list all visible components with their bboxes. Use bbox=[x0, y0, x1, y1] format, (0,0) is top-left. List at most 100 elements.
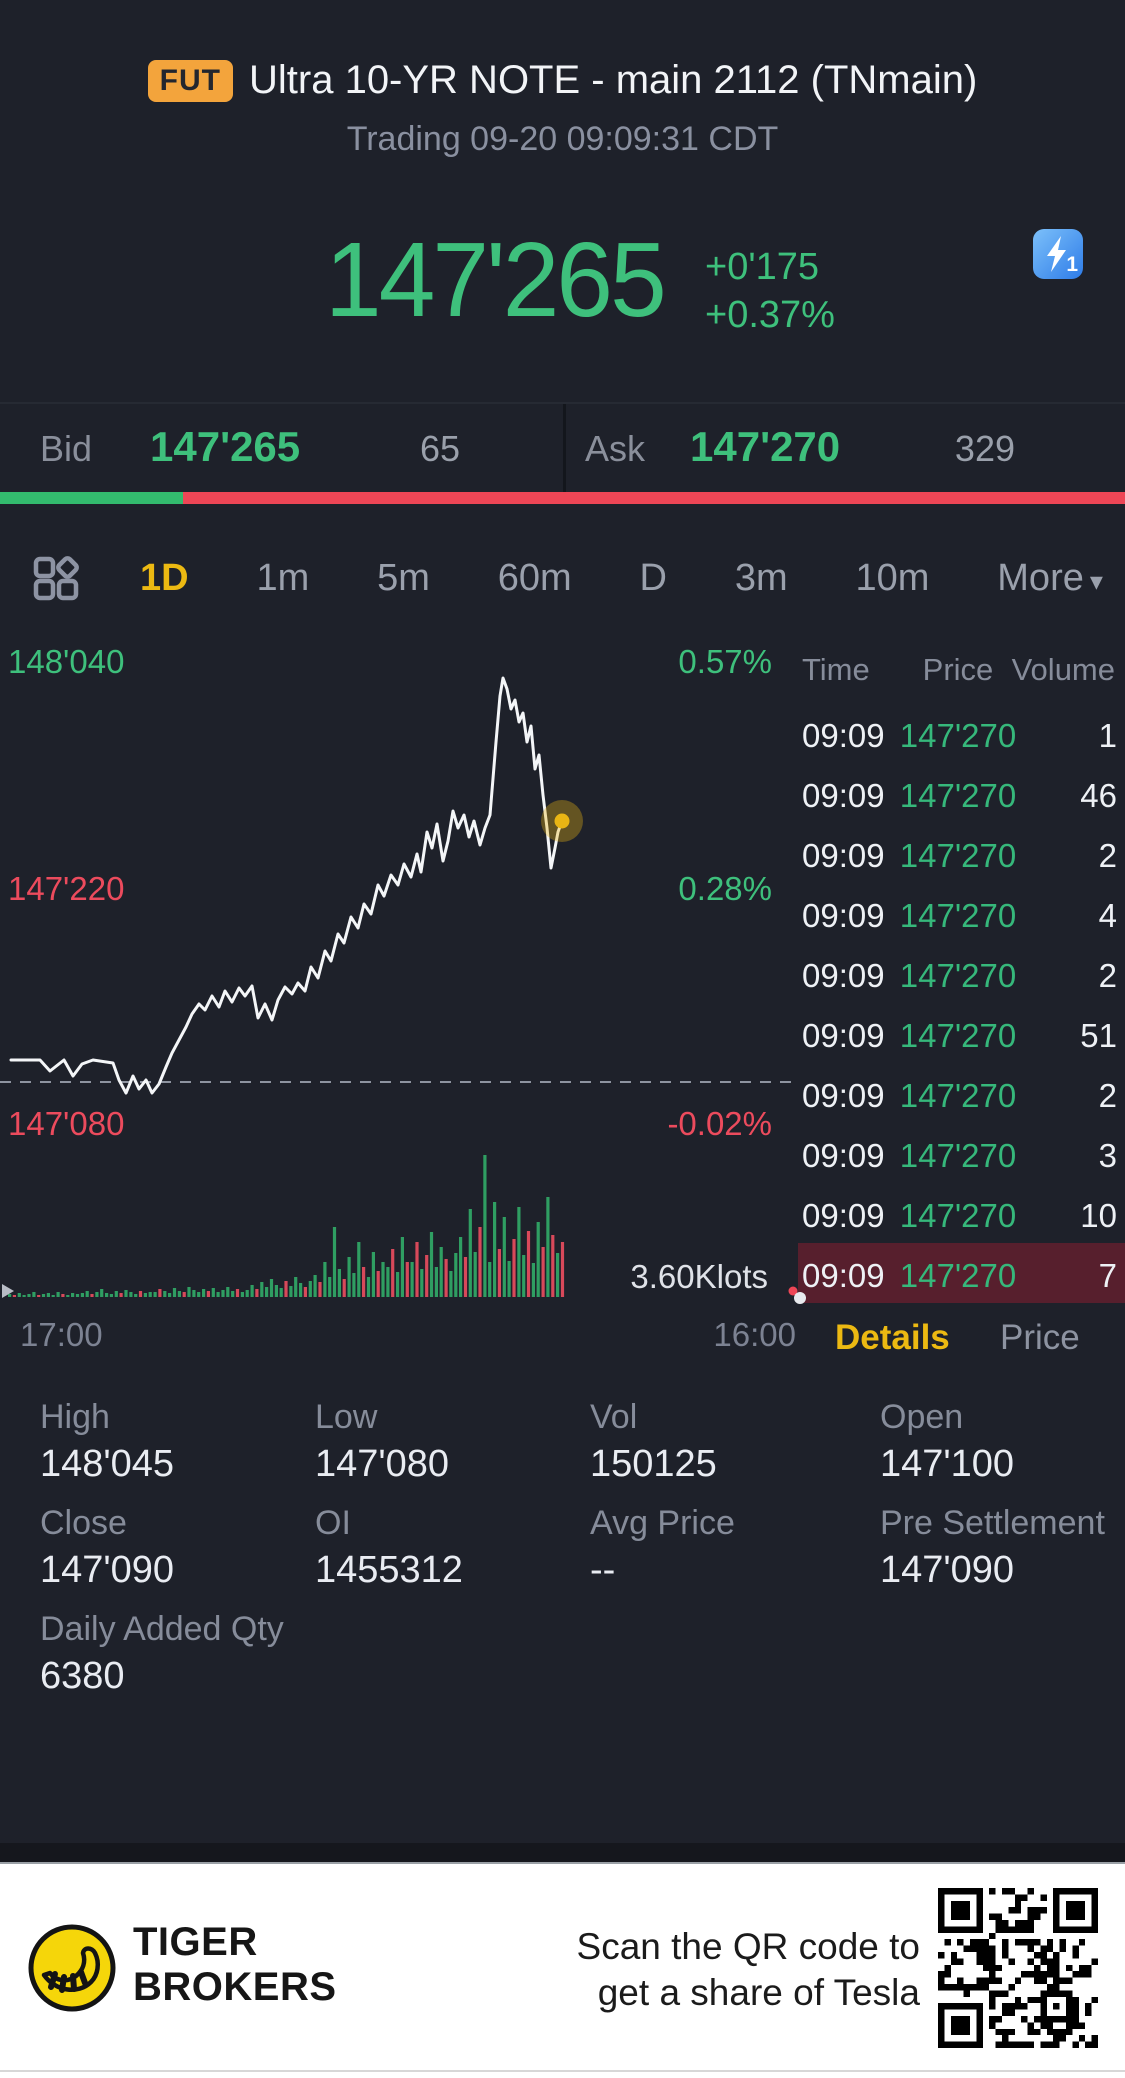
qr-caption-line2: get a share of Tesla bbox=[597, 1972, 920, 2013]
trade-time: 09:09 bbox=[802, 1017, 885, 1054]
trade-price: 147'270 bbox=[899, 717, 1017, 754]
bid-ratio-segment bbox=[0, 492, 183, 504]
price-change-percent: +0.37% bbox=[705, 294, 835, 336]
tab-d[interactable]: D bbox=[639, 556, 667, 599]
stat-value: 147'100 bbox=[880, 1443, 1015, 1485]
stat-value: 147'080 bbox=[315, 1443, 450, 1485]
ask-label: Ask bbox=[585, 428, 646, 469]
trade-volume: 4 bbox=[1098, 897, 1117, 934]
trade-row: 09:09 147'270 51 bbox=[798, 1003, 1125, 1063]
tab-price[interactable]: Price bbox=[1000, 1318, 1080, 1357]
tiger-brokers-logo bbox=[28, 1924, 116, 2012]
timeframe-tabs: 1D 1m 5m 60m D 3m 10m More ▾ bbox=[140, 543, 1103, 613]
trade-price: 147'270 bbox=[899, 777, 1017, 814]
instrument-title: Ultra 10-YR NOTE - main 2112 (TNmain) bbox=[249, 58, 978, 102]
stat-label: Vol bbox=[590, 1398, 638, 1436]
trade-row: 09:09 147'270 2 bbox=[798, 823, 1125, 883]
trade-price: 147'270 bbox=[899, 1257, 1017, 1294]
stat-low: Low 147'080 bbox=[315, 1395, 590, 1501]
stat-label: Close bbox=[40, 1504, 127, 1542]
stat-vol: Vol 150125 bbox=[590, 1395, 880, 1501]
stat-avg-price: Avg Price -- bbox=[590, 1501, 880, 1607]
chart-mid-percent-label: 0.28% bbox=[678, 870, 772, 907]
trade-time: 09:09 bbox=[802, 717, 885, 754]
trade-time: 09:09 bbox=[802, 957, 885, 994]
tab-1d[interactable]: 1D bbox=[140, 556, 189, 599]
trade-volume: 10 bbox=[1080, 1197, 1117, 1234]
chart-layout-icon[interactable] bbox=[33, 555, 79, 601]
bid-label: Bid bbox=[40, 428, 93, 469]
stat-value: 147'090 bbox=[880, 1549, 1015, 1591]
header: FUT Ultra 10-YR NOTE - main 2112 (TNmain… bbox=[0, 58, 1125, 103]
trade-price: 147'270 bbox=[899, 1017, 1017, 1054]
tab-3m[interactable]: 3m bbox=[734, 556, 788, 599]
stat-value: 148'045 bbox=[40, 1443, 175, 1485]
tab-60m[interactable]: 60m bbox=[497, 556, 572, 599]
stat-value: 1455312 bbox=[315, 1549, 463, 1591]
tab-1m[interactable]: 1m bbox=[256, 556, 310, 599]
tab-more[interactable]: More ▾ bbox=[997, 556, 1103, 599]
stat-oi: OI 1455312 bbox=[315, 1501, 590, 1607]
divider bbox=[0, 1862, 1125, 1864]
trade-row: 09:09 147'270 4 bbox=[798, 883, 1125, 943]
time-and-sales-panel: Time Price Volume 09:09 147'270 1 09:09 147'… bbox=[794, 630, 1125, 1365]
divider bbox=[563, 404, 566, 492]
tab-10m[interactable]: 10m bbox=[855, 556, 930, 599]
tape-col-price: Price bbox=[922, 652, 994, 687]
trade-volume: 3 bbox=[1098, 1137, 1117, 1174]
chart-low-percent-label: -0.02% bbox=[667, 1105, 772, 1142]
bid-size: 65 bbox=[419, 428, 460, 469]
stat-label: OI bbox=[315, 1504, 351, 1542]
trade-price: 147'270 bbox=[899, 897, 1017, 934]
stat-value: 150125 bbox=[590, 1443, 717, 1485]
stat-close: Close 147'090 bbox=[40, 1501, 315, 1607]
chart-mid-price-label: 147'220 bbox=[8, 870, 125, 907]
trade-price: 147'270 bbox=[899, 1197, 1017, 1234]
trade-volume: 46 bbox=[1080, 777, 1117, 814]
timeframe-toolbar: 1D 1m 5m 60m D 3m 10m More ▾ bbox=[0, 543, 1125, 613]
bottom-bar bbox=[0, 1843, 1125, 1862]
chart-high-percent-label: 0.57% bbox=[678, 643, 772, 680]
stat-high: High 148'045 bbox=[40, 1395, 315, 1501]
instrument-type-badge: FUT bbox=[147, 59, 233, 102]
stat-pre-settlement: Pre Settlement 147'090 bbox=[880, 1501, 1125, 1607]
trade-row: 09:09 147'270 3 bbox=[798, 1123, 1125, 1183]
stat-label: Daily Added Qty bbox=[40, 1610, 284, 1648]
stat-label: Pre Settlement bbox=[880, 1504, 1105, 1542]
flash-order-button[interactable]: 1 bbox=[1033, 229, 1083, 279]
baseline-marker-icon bbox=[2, 1284, 14, 1298]
divider bbox=[0, 402, 1125, 404]
flash-badge-count: 1 bbox=[1066, 253, 1078, 276]
trade-time: 09:09 bbox=[802, 1257, 885, 1294]
trade-row: 09:09 147'270 2 bbox=[798, 1063, 1125, 1123]
trade-volume: 2 bbox=[1098, 1077, 1117, 1114]
stat-value: 147'090 bbox=[40, 1549, 175, 1591]
tab-5m[interactable]: 5m bbox=[377, 556, 430, 599]
volume-scale-label: 3.60Klots bbox=[630, 1258, 768, 1295]
trade-time: 09:09 bbox=[802, 837, 885, 874]
trade-volume: 1 bbox=[1098, 717, 1117, 754]
trade-volume: 2 bbox=[1098, 837, 1117, 874]
stat-label: Open bbox=[880, 1398, 964, 1436]
brand-line1: TIGER bbox=[133, 1920, 258, 1964]
divider bbox=[0, 2070, 1125, 2072]
brand-wordmark: TIGER BROKERS bbox=[133, 1920, 337, 2010]
bid-ask-ratio-bar bbox=[0, 492, 1125, 504]
chart-high-price-label: 148'040 bbox=[8, 643, 125, 680]
qr-caption-line1: Scan the QR code to bbox=[576, 1926, 920, 1967]
price-chart[interactable]: 148'040 0.57% 147'220 0.28% 147'080 -0.0… bbox=[0, 630, 800, 1365]
instrument-stats: High 148'045 Low 147'080 Vol 150125 Open 147'10… bbox=[0, 1395, 1125, 1713]
x-axis-start-label: 17:00 bbox=[20, 1316, 103, 1353]
tape-col-time: Time bbox=[802, 652, 870, 687]
chevron-down-icon: ▾ bbox=[1089, 565, 1103, 596]
trade-row: 09:09 147'270 7 bbox=[798, 1243, 1125, 1303]
tab-details[interactable]: Details bbox=[835, 1318, 950, 1357]
ask-price: 147'270 bbox=[690, 423, 841, 470]
trade-price: 147'270 bbox=[899, 837, 1017, 874]
stat-open: Open 147'100 bbox=[880, 1395, 1125, 1501]
qr-code bbox=[938, 1888, 1098, 2048]
stat-value: 6380 bbox=[40, 1655, 125, 1697]
trade-row: 09:09 147'270 2 bbox=[798, 943, 1125, 1003]
stat-label: High bbox=[40, 1398, 110, 1436]
trade-volume: 51 bbox=[1080, 1017, 1117, 1054]
